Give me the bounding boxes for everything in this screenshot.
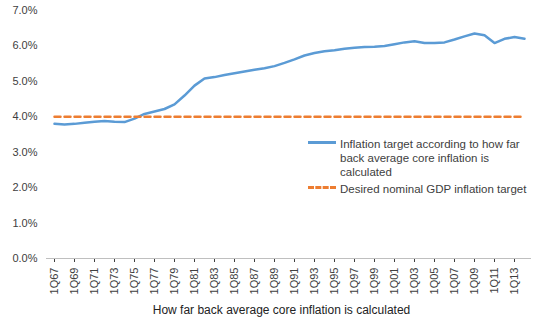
html-text:Desired nominal GDP inflation: Desired nominal GDP inflation target (340, 183, 527, 196)
svg-text:3.0%: 3.0% (12, 146, 37, 158)
svg-text:1Q01: 1Q01 (388, 268, 400, 295)
svg-text:1Q69: 1Q69 (68, 268, 80, 295)
svg-text:1Q05: 1Q05 (428, 268, 440, 295)
svg-text:4.0%: 4.0% (12, 110, 37, 122)
svg-text:1Q77: 1Q77 (148, 268, 160, 295)
svg-text:5.0%: 5.0% (12, 75, 37, 87)
svg-text:1Q99: 1Q99 (368, 268, 380, 295)
svg-text:1Q85: 1Q85 (228, 268, 240, 295)
svg-text:1Q07: 1Q07 (448, 268, 460, 295)
html-text:How far back average core infl: How far back average core inflation is c… (152, 303, 411, 317)
svg-text:6.0%: 6.0% (12, 39, 37, 51)
svg-text:1Q97: 1Q97 (348, 268, 360, 295)
svg-text:1Q11: 1Q11 (488, 268, 500, 294)
svg-text:1Q81: 1Q81 (188, 268, 200, 295)
svg-text:7.0%: 7.0% (12, 4, 37, 16)
svg-text:1Q93: 1Q93 (308, 268, 320, 295)
svg-text:0.0%: 0.0% (12, 252, 37, 264)
svg-text:1Q73: 1Q73 (108, 268, 120, 295)
svg-text:1.0%: 1.0% (12, 217, 37, 229)
html-text:Inflation target according to: Inflation target according to how far ba… (340, 138, 520, 178)
svg-text:1Q13: 1Q13 (508, 268, 520, 295)
svg-text:1Q67: 1Q67 (48, 268, 60, 295)
svg-text:1Q71: 1Q71 (88, 268, 100, 295)
svg-text:1Q95: 1Q95 (328, 268, 340, 295)
svg-text:1Q79: 1Q79 (168, 268, 180, 295)
svg-text:1Q09: 1Q09 (468, 268, 480, 295)
svg-text:1Q03: 1Q03 (408, 268, 420, 295)
svg-text:1Q83: 1Q83 (208, 268, 220, 295)
svg-text:1Q87: 1Q87 (248, 268, 260, 295)
svg-text:1Q75: 1Q75 (128, 268, 140, 295)
svg-text:2.0%: 2.0% (12, 181, 37, 193)
svg-text:1Q91: 1Q91 (288, 268, 300, 295)
svg-text:1Q89: 1Q89 (268, 268, 280, 295)
